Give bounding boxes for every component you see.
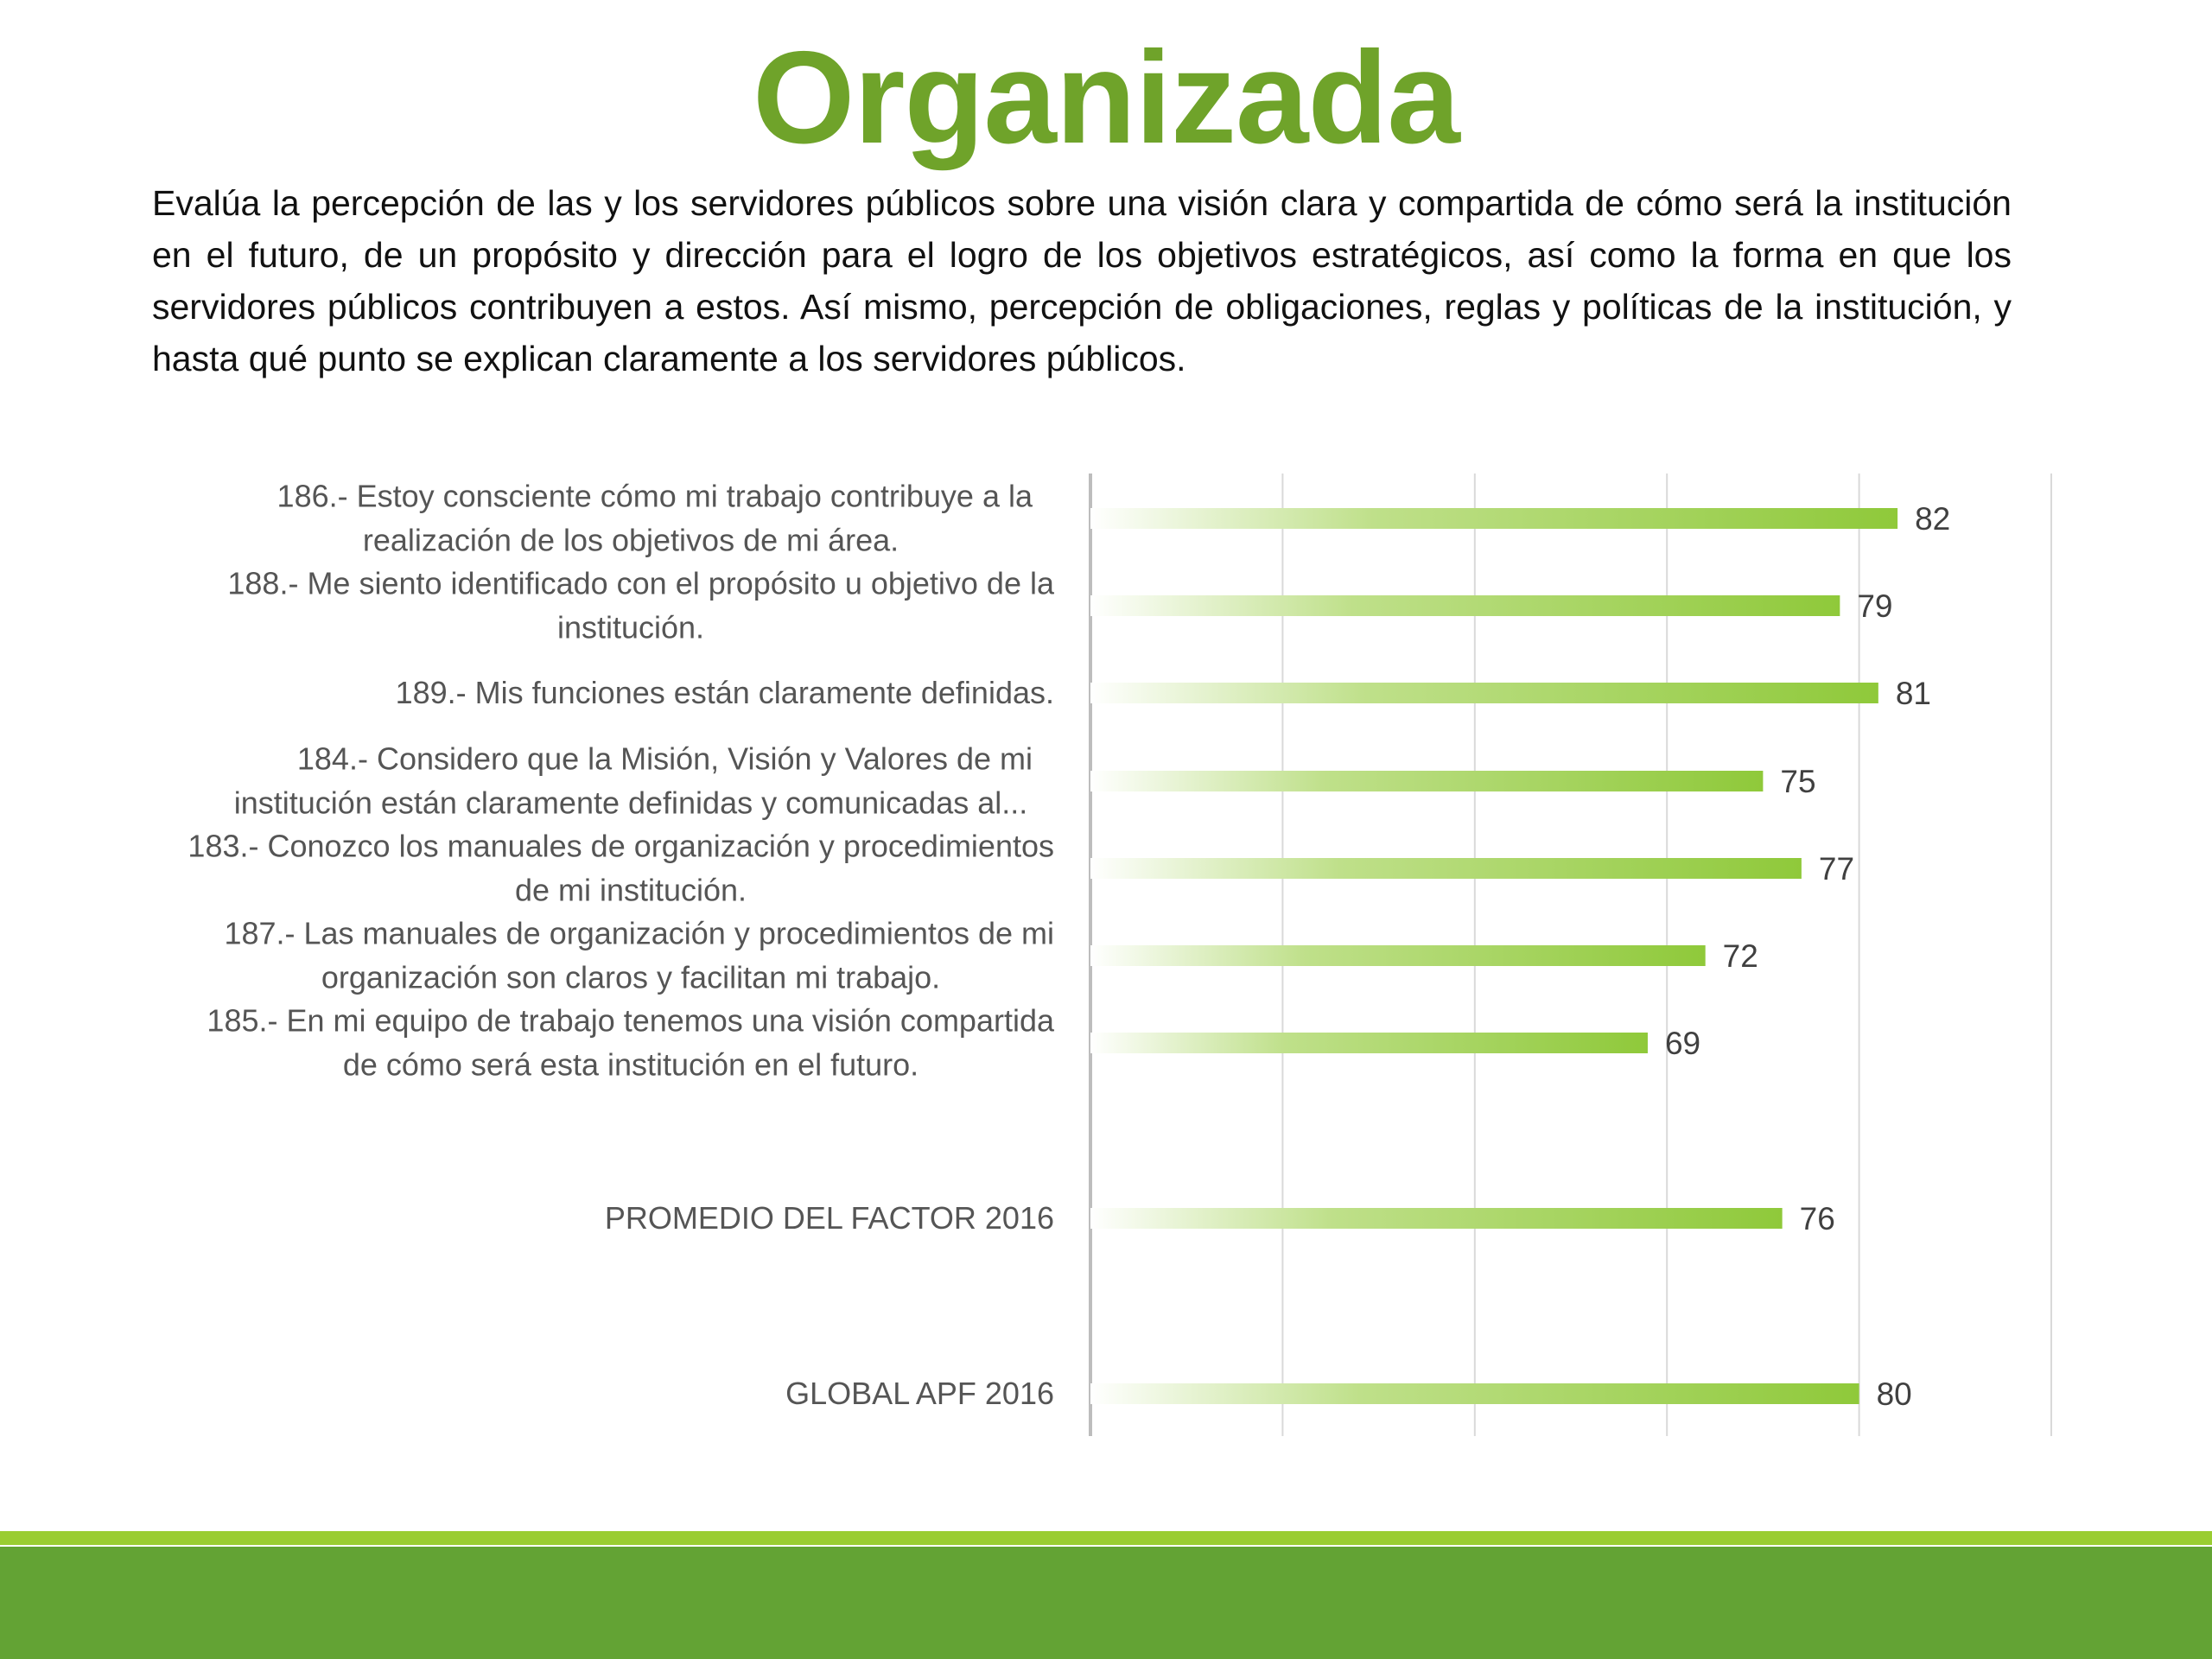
data-label: 81 (1896, 676, 1931, 711)
data-label: 75 (1780, 764, 1815, 799)
category-label: 188.- Me siento identificado con el prop… (227, 566, 1055, 601)
category-label: organización son claros y facilitan mi t… (321, 960, 940, 995)
bar (1090, 1208, 1783, 1229)
chart-category-labels: 186.- Estoy consciente cómo mi trabajo c… (188, 479, 1055, 1412)
chart-value-labels: 82 79 81 75 77 72 69 76 80 (1665, 501, 1950, 1412)
category-label: GLOBAL APF 2016 (785, 1376, 1054, 1411)
bar-chart: 82 79 81 75 77 72 69 76 80 186.- Estoy conscient… (188, 474, 2052, 1436)
footer-accent-line (0, 1531, 2212, 1545)
bar (1090, 1033, 1648, 1053)
data-label: 76 (1800, 1201, 1835, 1236)
data-label: 77 (1819, 851, 1854, 887)
data-label: 72 (1723, 938, 1758, 974)
bar (1090, 1383, 1859, 1404)
bar (1090, 858, 1802, 879)
data-label: 80 (1877, 1376, 1912, 1412)
factor-description: Evalúa la percepción de las y los servid… (152, 183, 2012, 378)
page-title: Organizada (753, 24, 1460, 171)
bar (1090, 771, 1764, 791)
category-label: 189.- Mis funciones están claramente def… (396, 675, 1054, 710)
category-label: 185.- En mi equipo de trabajo tenemos un… (207, 1003, 1055, 1039)
data-label: 82 (1915, 501, 1950, 537)
bar (1090, 683, 1878, 703)
footer-band (0, 1547, 2212, 1659)
category-label: 183.- Conozco los manuales de organizaci… (188, 829, 1054, 864)
category-label: 187.- Las manuales de organización y pro… (224, 916, 1054, 951)
category-label: PROMEDIO DEL FACTOR 2016 (605, 1200, 1054, 1236)
category-label: realización de los objetivos de mi área. (363, 523, 899, 558)
category-label: 186.- Estoy consciente cómo mi trabajo c… (277, 479, 1033, 514)
category-label: 184.- Considero que la Misión, Visión y … (297, 741, 1033, 777)
category-label: de mi institución. (515, 873, 747, 908)
category-label: de cómo será esta institución en el futu… (343, 1047, 918, 1083)
chart-bars (1090, 508, 1898, 1404)
category-label: institución. (557, 610, 704, 645)
bar (1090, 595, 1840, 616)
data-label: 69 (1665, 1026, 1700, 1061)
bar (1090, 508, 1898, 529)
category-label: institución están claramente definidas y… (234, 785, 1028, 821)
data-label: 79 (1857, 588, 1892, 624)
bar (1090, 945, 1706, 966)
